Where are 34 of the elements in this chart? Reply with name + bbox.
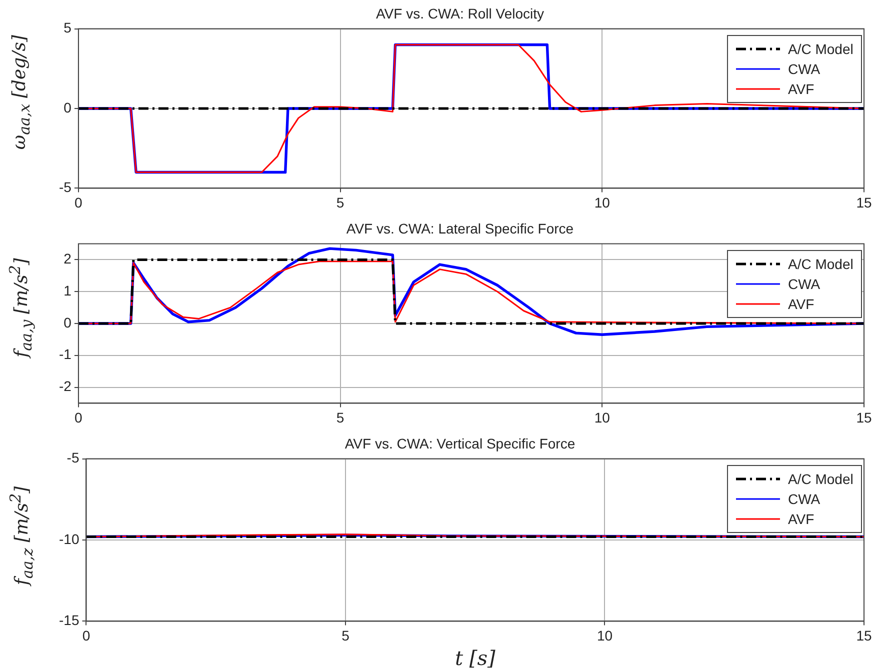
- y-tick-label: -5: [58, 179, 72, 196]
- y-tick-label: 2: [64, 250, 72, 267]
- x-tick-label: 15: [856, 194, 872, 210]
- x-tick-label: 10: [594, 409, 610, 426]
- y-tick-label: -2: [58, 378, 72, 394]
- x-tick-label: 5: [342, 627, 350, 644]
- y-tick-label: 0: [64, 99, 72, 116]
- chart-title: AVF vs. CWA: Lateral Specific Force: [346, 220, 574, 236]
- chart-title: AVF vs. CWA: Roll Velocity: [376, 5, 544, 22]
- x-tick-label: 5: [336, 409, 344, 426]
- y-tick-label: -15: [59, 612, 80, 628]
- legend-label: A/C Model: [788, 40, 854, 57]
- legend-label: AVF: [788, 510, 814, 527]
- x-axis-title: t [s]: [454, 646, 496, 670]
- y-tick-label: -1: [58, 346, 72, 362]
- y-tick-label: 1: [64, 282, 72, 298]
- legend-label: CWA: [788, 60, 820, 77]
- legend-label: CWA: [788, 490, 820, 507]
- legend-label: AVF: [788, 296, 814, 312]
- y-tick-label: 5: [64, 20, 72, 36]
- x-tick-label: 10: [596, 627, 613, 644]
- chart-title: AVF vs. CWA: Vertical Specific Force: [344, 435, 576, 452]
- y-tick-label: -10: [59, 530, 80, 547]
- y-tick-label: 0: [64, 314, 72, 330]
- x-tick-label: 15: [856, 409, 872, 426]
- x-tick-label: 10: [594, 194, 610, 210]
- x-tick-label: 15: [856, 627, 872, 644]
- x-tick-label: 5: [336, 194, 344, 210]
- x-tick-label: 0: [82, 627, 90, 644]
- y-tick-label: -5: [66, 450, 80, 466]
- legend-label: AVF: [788, 80, 814, 97]
- legend-label: CWA: [788, 276, 820, 292]
- legend-label: A/C Model: [788, 256, 854, 272]
- legend-label: A/C Model: [788, 470, 854, 487]
